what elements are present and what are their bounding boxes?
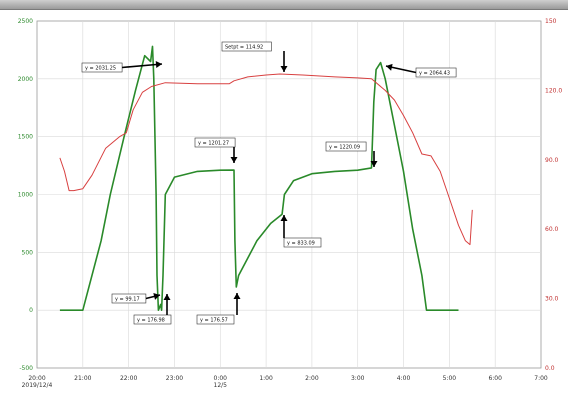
- annotation-label: y = 176.98: [137, 318, 165, 324]
- x-tick-label: 20:00: [28, 375, 45, 382]
- x-tick-label: 22:00: [120, 375, 137, 382]
- x-tick-label: 5:00: [443, 375, 457, 382]
- annotation-arrowhead: [153, 293, 160, 300]
- annotation-label: y = 1201.27: [198, 141, 229, 147]
- x-tick-label: 4:00: [397, 375, 411, 382]
- x-tick-label: 12/5: [214, 382, 228, 389]
- window-title-bar: [0, 0, 568, 10]
- y-right-tick-label: 0.0: [545, 365, 555, 372]
- annotation-arrowhead: [386, 63, 393, 71]
- annotation-box: [325, 141, 367, 152]
- x-tick-label: 21:00: [74, 375, 91, 382]
- x-tick-label: 0:00: [214, 375, 228, 382]
- x-tick-label: 6:00: [488, 375, 502, 382]
- annotation-box: [133, 314, 172, 325]
- x-tick-label: 2:00: [305, 375, 319, 382]
- y-left-tick-label: 1500: [18, 134, 33, 141]
- series-line-green: [59, 45, 459, 311]
- y-right-tick-label: 120.0: [545, 87, 562, 94]
- annotation-arrowhead: [370, 161, 378, 167]
- y-left-tick-label: 0: [29, 307, 33, 314]
- annotation-box: [194, 137, 236, 148]
- y-right-tick-label: 30.0: [545, 296, 559, 303]
- y-right-tick-label: 150: [545, 18, 557, 25]
- annotation-arrowhead: [155, 61, 162, 69]
- y-right-tick-label: 60.0: [545, 226, 559, 233]
- annotation-label: y = 2064.43: [419, 71, 450, 77]
- x-tick-label: 7:00: [534, 375, 548, 382]
- annotation-arrowhead: [163, 294, 171, 300]
- y-right-tick-label: 90.0: [545, 157, 559, 164]
- annotation-box: [283, 237, 322, 248]
- annotation-box: [221, 41, 272, 52]
- y-left-tick-label: -500: [19, 365, 33, 372]
- annotation-label: y = 176.57: [200, 318, 228, 324]
- annotation-arrow: [122, 63, 163, 69]
- y-left-tick-label: 2500: [18, 18, 33, 25]
- annotation-arrowhead: [280, 66, 288, 72]
- annotation-label: y = 833.09: [287, 241, 315, 247]
- y-left-tick-label: 2000: [18, 76, 33, 83]
- annotation-label: y = 2031.25: [85, 66, 116, 72]
- series-line-red: [59, 73, 473, 246]
- x-tick-label: 1:00: [259, 375, 273, 382]
- annotation-box: [196, 314, 235, 325]
- y-left-tick-label: 1000: [18, 192, 33, 199]
- annotation-label: Setpt = 114.92: [225, 45, 263, 51]
- x-tick-label: 3:00: [351, 375, 365, 382]
- annotation-label: y = 99.17: [115, 297, 140, 303]
- annotation-label: y = 1220.09: [329, 145, 360, 151]
- annotation-arrowhead: [280, 215, 288, 221]
- y-left-tick-label: 500: [22, 249, 34, 256]
- x-tick-label: 2019/12/4: [22, 382, 53, 389]
- annotation-arrowhead: [233, 293, 241, 299]
- x-tick-label: 23:00: [166, 375, 183, 382]
- annotation-arrowhead: [230, 157, 238, 163]
